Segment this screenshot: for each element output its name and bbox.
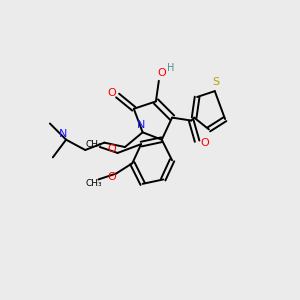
Text: S: S [213, 77, 220, 87]
Text: CH₃: CH₃ [86, 140, 102, 149]
Text: CH₃: CH₃ [86, 179, 102, 188]
Text: N: N [59, 129, 67, 139]
Text: O: O [107, 143, 116, 154]
Text: O: O [107, 88, 116, 98]
Text: O: O [200, 138, 209, 148]
Text: N: N [137, 120, 146, 130]
Text: O: O [158, 68, 166, 78]
Text: O: O [107, 172, 116, 182]
Text: H: H [167, 63, 174, 73]
